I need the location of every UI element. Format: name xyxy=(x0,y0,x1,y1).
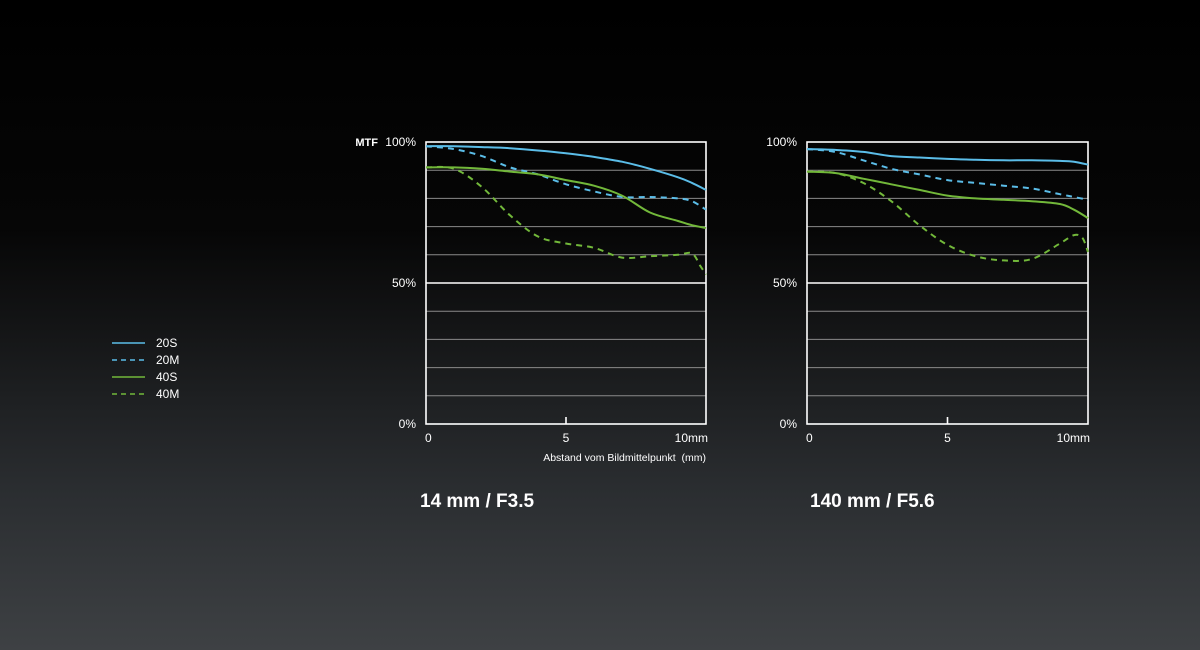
x-tick-label: 5 xyxy=(944,431,951,445)
x-axis-label: Abstand vom Bildmittelpunkt (mm) xyxy=(543,452,706,464)
chart-caption: 140 mm / F5.6 xyxy=(810,491,935,512)
series-line-40m xyxy=(425,165,707,276)
x-tick-label: 5 xyxy=(563,431,570,445)
chart-140mm: 0 5 10mm 0% 50% 100% 140 mm / F5.6 xyxy=(766,135,1090,512)
legend-label: 40M xyxy=(156,387,179,401)
x-tick-label: 0 xyxy=(425,431,432,445)
legend-label: 20S xyxy=(156,336,177,350)
legend-item: 40M xyxy=(112,387,179,401)
series-line-40s xyxy=(425,166,707,229)
series-line-40s xyxy=(806,170,1089,219)
series-group xyxy=(425,145,707,276)
gridlines xyxy=(807,169,1088,397)
y-tick-label: 50% xyxy=(392,276,416,290)
x-tick-label: 10mm xyxy=(1057,431,1090,445)
chart-14mm: 0 5 10mm 0% 50% 100% MTF Abstand vom Bildmittel… xyxy=(355,135,708,512)
series-line-20s xyxy=(425,145,707,191)
series-line-20m xyxy=(806,148,1089,201)
y-tick-label: 50% xyxy=(773,276,797,290)
y-tick-label: 100% xyxy=(385,135,416,149)
gridlines xyxy=(426,169,706,397)
legend-item: 20M xyxy=(112,353,179,367)
y-axis-label: MTF xyxy=(355,137,378,149)
x-tick-label: 10mm xyxy=(675,431,708,445)
x-tick-label: 0 xyxy=(806,431,813,445)
y-tick-label: 100% xyxy=(766,135,797,149)
legend-item: 40S xyxy=(112,370,177,384)
legend: 20S 20M 40S 40M xyxy=(112,336,179,401)
chart-caption: 14 mm / F3.5 xyxy=(420,491,534,512)
legend-item: 20S xyxy=(112,336,177,350)
series-line-40m xyxy=(806,170,1089,262)
series-line-20m xyxy=(425,145,707,211)
series-line-20s xyxy=(806,148,1089,166)
y-tick-label: 0% xyxy=(780,417,798,431)
legend-label: 20M xyxy=(156,353,179,367)
series-group xyxy=(806,148,1089,262)
legend-label: 40S xyxy=(156,370,177,384)
y-tick-label: 0% xyxy=(399,417,417,431)
